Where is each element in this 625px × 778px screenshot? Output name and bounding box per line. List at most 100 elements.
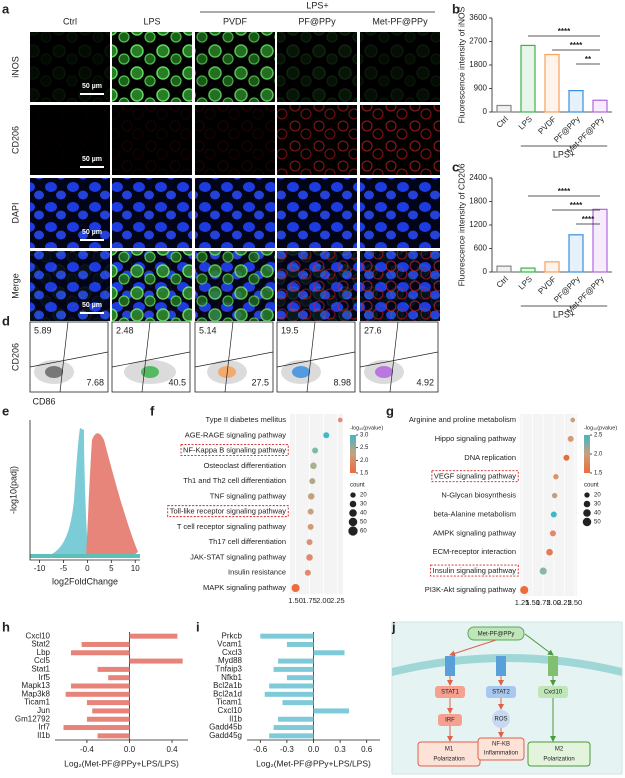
quadrant-value: 5.89 [34,325,52,335]
sig-label: **** [570,41,583,50]
size-label: 30 [360,502,367,508]
bar [108,675,130,681]
bar [278,716,314,722]
panel-letter: c [452,159,459,174]
panel-letter: e [2,403,9,418]
size-key [348,526,358,536]
bar [520,267,536,273]
x-tick-label: 1.75 [302,596,317,605]
panel-letter: b [452,1,460,16]
x-tick-label: 0.0 [124,745,136,754]
x-tick-label: 1.25 [515,598,530,607]
bar [592,208,608,273]
size-key [350,492,356,498]
size-key [348,517,358,527]
axis-label: log2FoldChange [52,576,118,586]
size-key [349,500,357,508]
y-tick-label: 600 [474,244,488,253]
group-label: LPS+ [306,0,328,10]
colorbar-label: 2.5 [594,433,603,439]
dot [309,478,316,485]
y-tick-label: Il1b [229,714,242,723]
term-label: T cell receptor signaling pathway [177,522,286,531]
term-label: AMPK signaling pathway [433,528,516,537]
panel-letter: a [2,1,10,16]
bar [592,99,608,113]
bar [86,716,130,722]
dot [310,462,317,470]
gate [224,321,234,393]
size-title: count [350,483,365,489]
dot [323,432,330,439]
term-label: Insulin signaling pathway [433,566,517,575]
dot [304,569,311,576]
diagram-label: Polarization [543,757,574,763]
y-tick-label: 2400 [469,173,487,182]
volcano-cloud [30,428,140,558]
bar [520,44,536,113]
bar [278,658,314,664]
x-tick-label: 0.0 [308,745,320,754]
bar [496,265,512,273]
colorbar-label: 2.0 [360,458,369,464]
colorbar-label: 3.0 [360,433,369,439]
micrograph-red [360,105,440,175]
y-axis-label: Fluorescence intensity of CD206 [456,163,466,286]
flow-core [45,366,63,378]
x-tick-label: 1.50 [525,598,540,607]
x-tick-label: 0.6 [361,745,373,754]
x-tick-label: -0.4 [80,745,94,754]
size-label: 50 [594,520,601,526]
term-label: NF-Kappa B signaling pathway [183,446,286,455]
dot [312,447,319,454]
quadrant-value: 2.48 [116,325,134,335]
sig-label: **** [558,187,571,196]
column-label: Ctrl [63,16,77,26]
dot [307,493,315,500]
term-label: Toll-like receptor signaling pathway [170,507,287,516]
diagram-label: M1 [445,747,454,753]
micrograph-green [360,32,440,102]
row-label: iNOS [10,56,20,78]
scale-bar-label: 50 µm [82,302,102,309]
size-key [584,492,590,498]
size-label: 40 [360,511,367,517]
y-tick-label: 3600 [469,13,487,22]
dot [539,567,547,575]
highlight-box [180,444,289,456]
panel-letter: d [2,313,10,328]
term-label: Th17 cell differentiation [209,537,286,546]
bar [63,725,130,731]
bar [273,666,314,672]
gate [359,351,439,368]
y-tick-label: Ticam1 [216,698,242,707]
x-tick-label: 5 [109,564,114,573]
highlight-box [167,505,289,518]
diagram-label: STAT1 [441,690,459,696]
micrograph-green [277,32,357,102]
micrograph-red [277,251,357,321]
colorbar [350,435,356,473]
x-tick-label: Ctrl [495,274,510,289]
dot [307,523,314,530]
bar [129,633,178,639]
bar [282,700,314,706]
y-tick-label: Ccl5 [34,656,51,665]
x-tick-label: 2.50 [568,598,583,607]
y-tick-label: Gadd45g [209,731,242,740]
column-label: LPS [143,16,160,26]
x-tick-label: LPS [517,275,534,292]
micrograph [112,178,192,248]
bar [496,104,512,113]
y-tick-label: Prkcb [222,631,243,640]
dot [306,554,313,561]
y-tick-label: Mapk13 [22,681,51,690]
x-tick-label: 1.75 [536,598,551,607]
sig-label: **** [558,27,571,36]
gate [141,321,151,393]
scale-bar-label: 50 µm [82,156,102,163]
micrograph-green [112,32,192,102]
row-label: DAPI [10,202,20,223]
quadrant-value: 5.14 [199,325,217,335]
quadrant-value: 40.5 [168,377,186,387]
